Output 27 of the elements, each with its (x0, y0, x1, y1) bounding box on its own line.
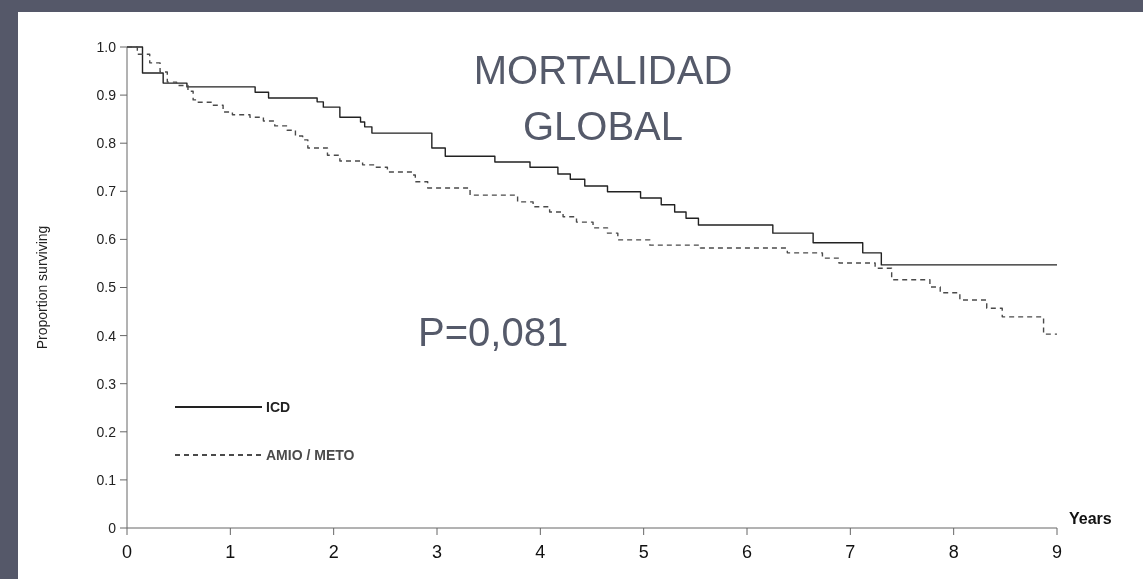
annotation: P=0,081 (418, 310, 569, 354)
y-tick-label: 0.2 (96, 423, 117, 440)
x-axis-title: Years (1069, 510, 1112, 527)
x-tick-label: 2 (328, 542, 339, 562)
x-tick-label: 4 (535, 542, 546, 562)
y-tick-label: 0.3 (96, 375, 117, 392)
x-tick-label: 9 (1051, 542, 1063, 562)
text: ICD (266, 398, 291, 415)
y-tick-label: 0.9 (96, 87, 117, 103)
x-tick-label: 6 (741, 542, 753, 562)
text: AMIO / METO (266, 446, 355, 463)
y-tick-label: 0.8 (96, 135, 117, 152)
x-tick-label: 1 (225, 542, 236, 562)
x-tick-label: 7 (845, 542, 856, 562)
y-tick-label: 0.5 (96, 279, 117, 296)
y-tick-label: 1.0 (96, 38, 117, 55)
x-tick-label: 0 (121, 542, 133, 562)
x-tick-label: 8 (948, 542, 959, 562)
y-tick-label: 0.4 (96, 327, 117, 344)
x-tick-label: 3 (431, 542, 443, 562)
y-tick-label: 0 (108, 519, 117, 536)
x-tick-label: 5 (638, 542, 649, 562)
y-tick-label: 0.1 (96, 471, 117, 488)
text: MORTALIDAD GLOBAL (473, 48, 733, 148)
y-axis-title: Proportion surviving (34, 225, 50, 350)
y-tick-label: 0.6 (96, 231, 117, 248)
y-tick-label: 0.7 (96, 183, 117, 200)
